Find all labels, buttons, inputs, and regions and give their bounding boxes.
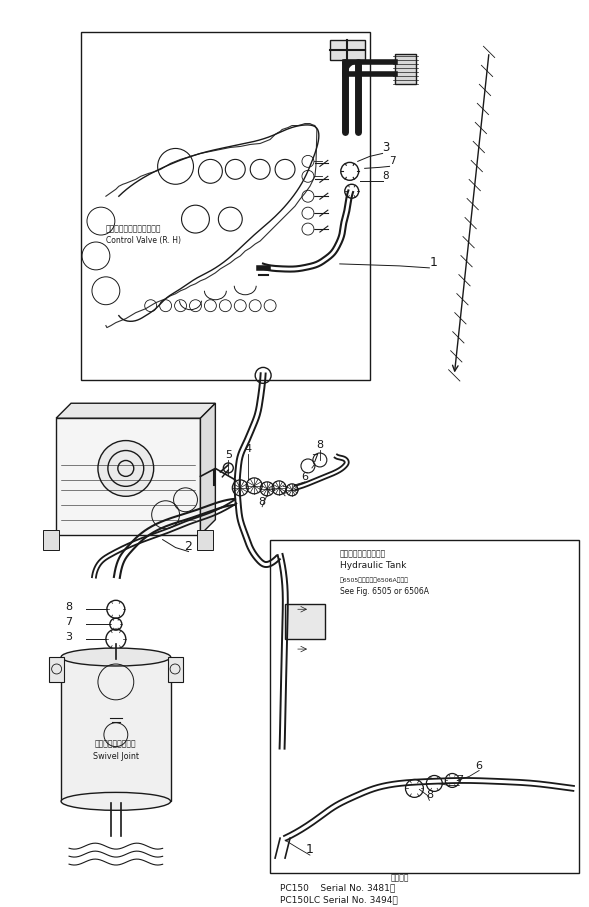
Text: 3: 3 <box>65 632 72 642</box>
Bar <box>81 32 370 380</box>
Text: See Fig. 6505 or 6506A: See Fig. 6505 or 6506A <box>340 588 429 596</box>
Bar <box>43 530 59 550</box>
Text: 8: 8 <box>316 440 323 450</box>
Text: 適用号機: 適用号機 <box>391 873 409 882</box>
Bar <box>49 657 64 682</box>
Ellipse shape <box>61 793 171 810</box>
Text: 8: 8 <box>65 602 72 612</box>
Polygon shape <box>56 404 216 418</box>
Bar <box>395 54 416 83</box>
Ellipse shape <box>61 649 171 666</box>
Text: Swivel Joint: Swivel Joint <box>93 752 139 761</box>
Text: ハイドロリックタンク: ハイドロリックタンク <box>340 550 386 559</box>
Text: 第6505図または第6506A図参照: 第6505図または第6506A図参照 <box>340 578 409 583</box>
Text: 4: 4 <box>244 444 252 454</box>
Text: 1: 1 <box>306 844 314 856</box>
Text: PC150LC Serial No. 3494～: PC150LC Serial No. 3494～ <box>280 895 398 904</box>
Text: 7: 7 <box>456 775 463 785</box>
Bar <box>168 657 183 682</box>
Bar <box>330 40 365 60</box>
Bar <box>56 418 200 534</box>
Text: 7: 7 <box>65 617 72 627</box>
Circle shape <box>98 441 154 496</box>
Text: コントロールバルブ（右）: コントロールバルブ（右） <box>106 224 161 233</box>
Text: 8: 8 <box>259 497 266 507</box>
Text: 7: 7 <box>312 454 319 464</box>
Text: 8: 8 <box>383 171 389 181</box>
Polygon shape <box>200 404 216 534</box>
Text: 3: 3 <box>383 141 390 154</box>
Text: 7: 7 <box>282 486 289 496</box>
Text: 1: 1 <box>429 256 437 268</box>
Bar <box>197 530 213 550</box>
Bar <box>270 540 578 873</box>
Text: 2: 2 <box>184 540 193 552</box>
Text: 5: 5 <box>225 450 232 460</box>
Text: PC150    Serial No. 3481～: PC150 Serial No. 3481～ <box>280 883 395 892</box>
Text: 6: 6 <box>476 760 482 771</box>
Text: Hydraulic Tank: Hydraulic Tank <box>340 561 406 571</box>
Bar <box>61 657 171 802</box>
Text: スイベルジョイント: スイベルジョイント <box>95 739 137 748</box>
Bar <box>285 604 325 639</box>
Text: 8: 8 <box>426 790 433 800</box>
Text: 7: 7 <box>389 156 396 166</box>
Text: 6: 6 <box>302 472 309 482</box>
Text: Control Valve (R. H): Control Valve (R. H) <box>106 236 181 245</box>
